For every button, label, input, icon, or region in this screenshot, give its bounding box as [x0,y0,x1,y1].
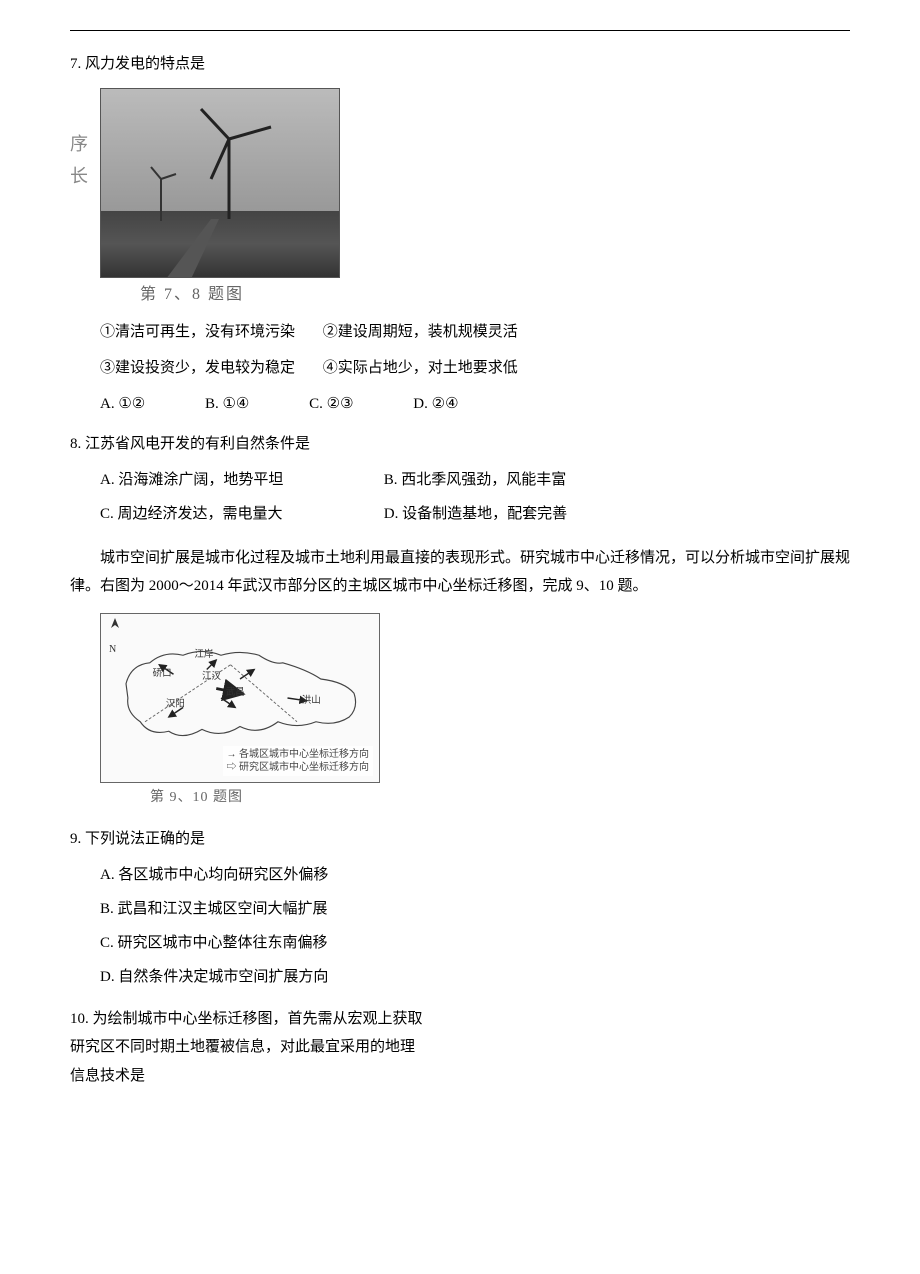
q8-row2: C. 周边经济发达，需电量大 D. 设备制造基地，配套完善 [100,502,850,526]
page-top-rule [70,30,850,31]
q9-option-d: D. 自然条件决定城市空间扩展方向 [100,965,850,989]
q10-line1: 10. 为绘制城市中心坐标迁移图，首先需从宏观上获取 [70,1005,850,1034]
wind-turbine-photo [100,88,340,278]
q9-option-b: B. 武昌和江汉主城区空间大幅扩展 [100,897,850,921]
label-qiaokou: 硚口 [153,668,172,679]
map-legend: → 各城区城市中心坐标迁移方向 ⇨ 研究区城市中心坐标迁移方向 [223,746,374,776]
q9-stem: 9. 下列说法正确的是 [70,827,850,851]
q7-choice-b: B. ①④ [205,392,249,416]
q7-stmt-4: ④实际占地少，对土地要求低 [323,356,518,380]
q7-choices: A. ①② B. ①④ C. ②③ D. ②④ [100,392,850,416]
figure-side-annotation: 序 长 [70,128,88,193]
q8-option-c: C. 周边经济发达，需电量大 [100,502,380,526]
q8-option-a: A. 沿海滩涂广阔，地势平坦 [100,468,380,492]
passage-q9-10: 城市空间扩展是城市化过程及城市土地利用最直接的表现形式。研究城市中心迁移情况，可… [70,544,850,601]
q7-choice-c: C. ②③ [309,392,353,416]
north-indicator: N [109,618,121,658]
q7-figure-caption: 第 7、8 题图 [140,282,850,308]
turbine-svg [101,89,339,277]
legend-line1: → 各城区城市中心坐标迁移方向 [227,748,370,761]
map-figure-caption: 第 9、10 题图 [150,787,850,809]
label-wuchang: 武昌 [226,686,245,698]
wuhan-map-figure: N 江岸 硚口 江汉 武昌 汉阳 洪山 → 各城区城市中心坐标迁移方向 ⇨ 研究… [100,613,380,783]
q7-stmt-2: ②建设周期短，装机规模灵活 [323,320,518,344]
q8-option-d: D. 设备制造基地，配套完善 [384,506,567,522]
q10-line3: 信息技术是 [70,1062,850,1091]
q7-choice-a: A. ①② [100,392,145,416]
north-arrow-icon [109,618,121,636]
q7-stmt-1: ①清洁可再生，没有环境污染 [100,320,295,344]
q9-option-c: C. 研究区城市中心整体往东南偏移 [100,931,850,955]
q8-stem: 8. 江苏省风电开发的有利自然条件是 [70,432,850,456]
q10-stem: 10. 为绘制城市中心坐标迁移图，首先需从宏观上获取 研究区不同时期土地覆被信息… [70,1005,850,1091]
q7-statements-row2: ③建设投资少，发电较为稳定 ④实际占地少，对土地要求低 [100,356,850,380]
q9-option-a: A. 各区城市中心均向研究区外偏移 [100,863,850,887]
q8-options: A. 沿海滩涂广阔，地势平坦 B. 西北季风强劲，风能丰富 C. 周边经济发达，… [70,468,850,526]
q8-row1: A. 沿海滩涂广阔，地势平坦 B. 西北季风强劲，风能丰富 [100,468,850,492]
label-jiangan: 江岸 [194,649,214,660]
q7-stmt-3: ③建设投资少，发电较为稳定 [100,356,295,380]
side-char-1: 序 [70,128,88,160]
q8-option-b: B. 西北季风强劲，风能丰富 [384,472,567,488]
label-jianghan: 江汉 [202,671,222,682]
north-label: N [109,642,121,658]
q7-stem: 7. 风力发电的特点是 [70,52,850,76]
q7-choice-d: D. ②④ [413,392,458,416]
label-hongshan: 洪山 [302,693,321,705]
legend-line2: ⇨ 研究区城市中心坐标迁移方向 [227,761,370,774]
q7-figure-block: 序 长 第 7、8 题图 [70,88,850,308]
label-hanyang: 汉阳 [166,698,185,709]
q7-statements-row1: ①清洁可再生，没有环境污染 ②建设周期短，装机规模灵活 [100,320,850,344]
q10-line2: 研究区不同时期土地覆被信息，对此最宜采用的地理 [70,1033,850,1062]
side-char-2: 长 [70,160,88,192]
